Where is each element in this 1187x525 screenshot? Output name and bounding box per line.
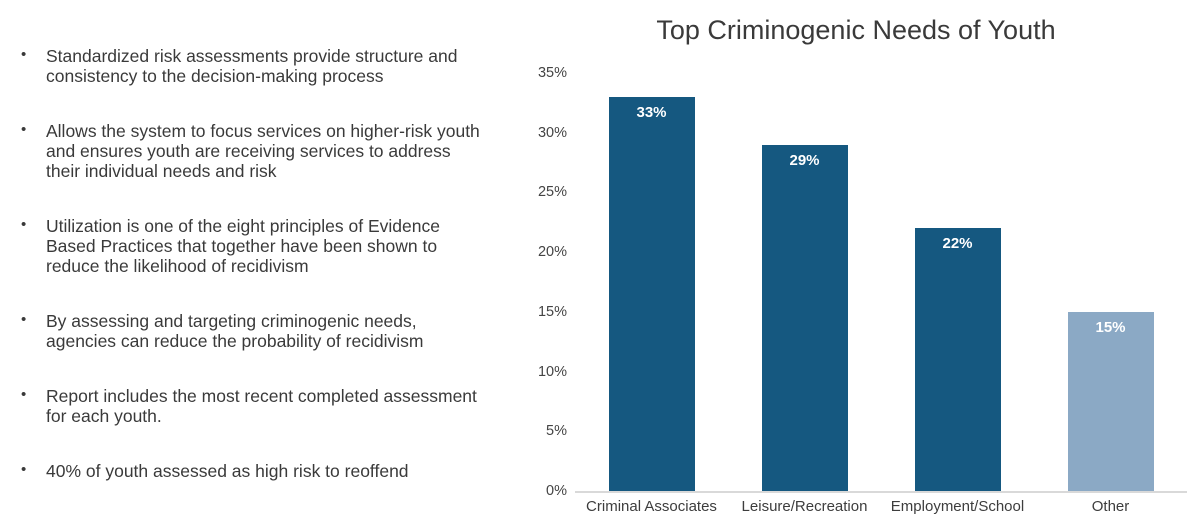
x-axis-label: Leisure/Recreation (741, 498, 868, 515)
x-axis-label: Other (1091, 498, 1130, 515)
bar-slot: 22% (881, 73, 1034, 491)
x-axis-label: Employment/School (890, 498, 1025, 515)
bar: 22% (914, 228, 1001, 491)
y-axis-tick-label: 10% (537, 363, 567, 380)
x-axis-label: Criminal Associates (586, 498, 717, 515)
bullet-text: Standardized risk assessments provide st… (46, 46, 458, 86)
bullet-icon: • (21, 461, 27, 478)
bullet-icon: • (21, 216, 27, 233)
bullet-item: • Utilization is one of the eight princi… (20, 216, 486, 276)
y-axis-tick-label: 15% (537, 303, 567, 320)
bar-slot: 15% (1034, 73, 1187, 491)
y-axis-tick-label: 25% (537, 184, 567, 201)
bullet-icon: • (21, 121, 27, 138)
bullet-text: By assessing and targeting criminogenic … (46, 311, 424, 351)
bar: 15% (1067, 311, 1154, 491)
y-axis-tick-label: 20% (537, 244, 567, 261)
y-axis-tick-label: 0% (546, 483, 567, 499)
y-axis-tick-label: 35% (537, 65, 567, 81)
bullet-text: Utilization is one of the eight principl… (46, 216, 440, 276)
bar-value-label: 15% (1095, 318, 1126, 336)
bullet-item: • By assessing and targeting criminogeni… (20, 311, 486, 351)
bullet-text: Report includes the most recent complete… (46, 386, 477, 426)
bullet-icon: • (21, 311, 27, 328)
bullet-item: • Allows the system to focus services on… (20, 121, 486, 181)
bar: 33% (608, 96, 695, 491)
bullet-item: • Report includes the most recent comple… (20, 386, 486, 426)
bar-chart: Top Criminogenic Needs of Youth 33% 29% 22… (525, 0, 1187, 525)
y-axis-tick-label: 5% (546, 423, 567, 440)
bullet-icon: • (21, 386, 27, 403)
bar-value-label: 33% (636, 103, 667, 121)
bullet-item: • 40% of youth assessed as high risk to … (20, 461, 486, 481)
bar-value-label: 29% (789, 151, 820, 169)
bullet-text: 40% of youth assessed as high risk to re… (46, 461, 409, 481)
bullet-list: • Standardized risk assessments provide … (20, 46, 486, 516)
bar-value-label: 22% (942, 235, 973, 253)
bullet-item: • Standardized risk assessments provide … (20, 46, 486, 86)
y-axis-tick-label: 30% (537, 124, 567, 141)
bullet-text: Allows the system to focus services on h… (46, 121, 480, 181)
bar-slot: 33% (575, 73, 728, 491)
bar-slot: 29% (728, 73, 881, 491)
bullet-icon: • (21, 46, 27, 63)
chart-title: Top Criminogenic Needs of Youth (656, 15, 1056, 45)
bar: 29% (761, 144, 848, 491)
plot-area: 33% 29% 22% 15% (575, 73, 1187, 493)
